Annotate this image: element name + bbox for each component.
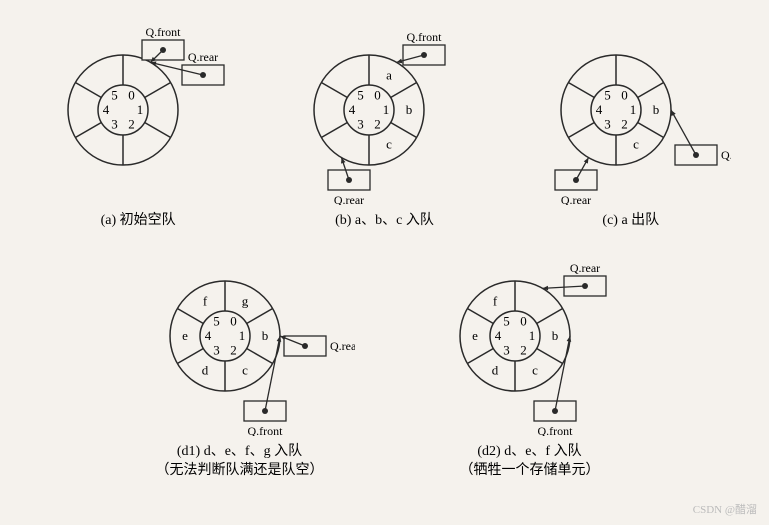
svg-text:2: 2 bbox=[230, 342, 237, 357]
svg-text:d: d bbox=[201, 362, 208, 377]
svg-text:Q.rear: Q.rear bbox=[569, 261, 599, 275]
svg-text:Q.rear: Q.rear bbox=[561, 193, 591, 205]
caption-d2: (d2) d、e、f 入队（牺牲一个存储单元） bbox=[460, 442, 600, 481]
svg-text:0: 0 bbox=[375, 87, 382, 102]
diagram-d1: g0 b 1 c2 d3 e 4 f5 Q.front Q.rear bbox=[125, 241, 355, 436]
figure-c: 0 b 1 c2345 Q.front Q.rear (c) a 出队 bbox=[531, 15, 731, 231]
caption-b: (b) a、b、c 入队 bbox=[335, 211, 434, 231]
svg-text:Q.front: Q.front bbox=[407, 30, 443, 44]
svg-text:3: 3 bbox=[111, 117, 118, 132]
svg-text:3: 3 bbox=[358, 117, 365, 132]
diagram-a: 012345 Q.front Q.rear bbox=[38, 15, 238, 205]
svg-text:0: 0 bbox=[621, 87, 628, 102]
row-1: 012345Q.frontQ.rear (a) 初始空队 a0b1c2345Q.… bbox=[15, 15, 754, 231]
svg-text:5: 5 bbox=[213, 313, 220, 328]
svg-text:d: d bbox=[491, 362, 498, 377]
svg-text:0: 0 bbox=[520, 313, 527, 328]
caption-d1: (d1) d、e、f、g 入队（无法判断队满还是队空） bbox=[156, 442, 324, 481]
svg-text:2: 2 bbox=[520, 342, 527, 357]
svg-text:0: 0 bbox=[128, 87, 135, 102]
svg-text:f: f bbox=[492, 293, 497, 308]
figure-d2: 0 b 1 c2 d3 e 4 f5 Q.front Q.rear (d2) d、e、f 入队（牺… bbox=[415, 241, 645, 481]
figure-b: a0 b 1 c2345 Q.front Q.rear (b) a、b、c 入队 bbox=[284, 15, 484, 231]
figure-a: 012345 Q.front Q.rear (a) 初始空队 bbox=[38, 15, 238, 231]
svg-text:1: 1 bbox=[137, 102, 144, 117]
svg-text:4: 4 bbox=[204, 328, 211, 343]
svg-text:4: 4 bbox=[596, 102, 603, 117]
figure-d1: g0 b 1 c2 d3 e 4 f5 Q.front Q.rear (d1) d、e、f、g 入… bbox=[125, 241, 355, 481]
svg-text:Q.front: Q.front bbox=[146, 25, 182, 39]
svg-text:a: a bbox=[387, 67, 393, 82]
watermark: CSDN @醋溜 bbox=[693, 501, 757, 517]
caption-c: (c) a 出队 bbox=[602, 211, 659, 231]
svg-text:Q.rear: Q.rear bbox=[188, 50, 218, 64]
svg-text:Q.front: Q.front bbox=[721, 148, 731, 162]
svg-text:Q.rear: Q.rear bbox=[330, 339, 355, 353]
svg-text:5: 5 bbox=[503, 313, 510, 328]
diagram-b: a0 b 1 c2345 Q.front Q.rear bbox=[284, 15, 484, 205]
svg-text:e: e bbox=[182, 328, 188, 343]
svg-text:4: 4 bbox=[103, 102, 110, 117]
svg-text:0: 0 bbox=[230, 313, 237, 328]
caption-a: (a) 初始空队 bbox=[101, 211, 176, 231]
svg-text:3: 3 bbox=[604, 117, 611, 132]
svg-text:c: c bbox=[633, 137, 639, 152]
svg-text:Q.front: Q.front bbox=[247, 424, 283, 436]
svg-text:3: 3 bbox=[213, 342, 220, 357]
svg-text:f: f bbox=[202, 293, 207, 308]
svg-text:1: 1 bbox=[630, 102, 637, 117]
svg-text:c: c bbox=[532, 362, 538, 377]
svg-text:3: 3 bbox=[503, 342, 510, 357]
svg-text:b: b bbox=[406, 102, 413, 117]
svg-text:2: 2 bbox=[621, 117, 628, 132]
diagram-c: 0 b 1 c2345 Q.front Q.rear bbox=[531, 15, 731, 205]
svg-text:c: c bbox=[387, 137, 393, 152]
svg-text:e: e bbox=[472, 328, 478, 343]
svg-text:b: b bbox=[261, 328, 268, 343]
svg-text:1: 1 bbox=[383, 102, 390, 117]
svg-text:5: 5 bbox=[358, 87, 365, 102]
svg-text:c: c bbox=[242, 362, 248, 377]
svg-text:Q.front: Q.front bbox=[537, 424, 573, 436]
svg-text:4: 4 bbox=[349, 102, 356, 117]
svg-text:b: b bbox=[653, 102, 660, 117]
svg-text:5: 5 bbox=[111, 87, 118, 102]
svg-text:5: 5 bbox=[604, 87, 611, 102]
diagram-d2: 0 b 1 c2 d3 e 4 f5 Q.front Q.rear bbox=[415, 241, 645, 436]
svg-text:1: 1 bbox=[528, 328, 535, 343]
row-2: g0b1c2d3e4f5Q.frontQ.rear (d1) d、e、f、g 入… bbox=[15, 241, 754, 481]
svg-text:b: b bbox=[551, 328, 558, 343]
svg-text:2: 2 bbox=[128, 117, 135, 132]
svg-text:1: 1 bbox=[238, 328, 245, 343]
svg-text:g: g bbox=[241, 293, 248, 308]
svg-text:4: 4 bbox=[494, 328, 501, 343]
svg-text:2: 2 bbox=[375, 117, 382, 132]
svg-text:Q.rear: Q.rear bbox=[334, 193, 364, 205]
